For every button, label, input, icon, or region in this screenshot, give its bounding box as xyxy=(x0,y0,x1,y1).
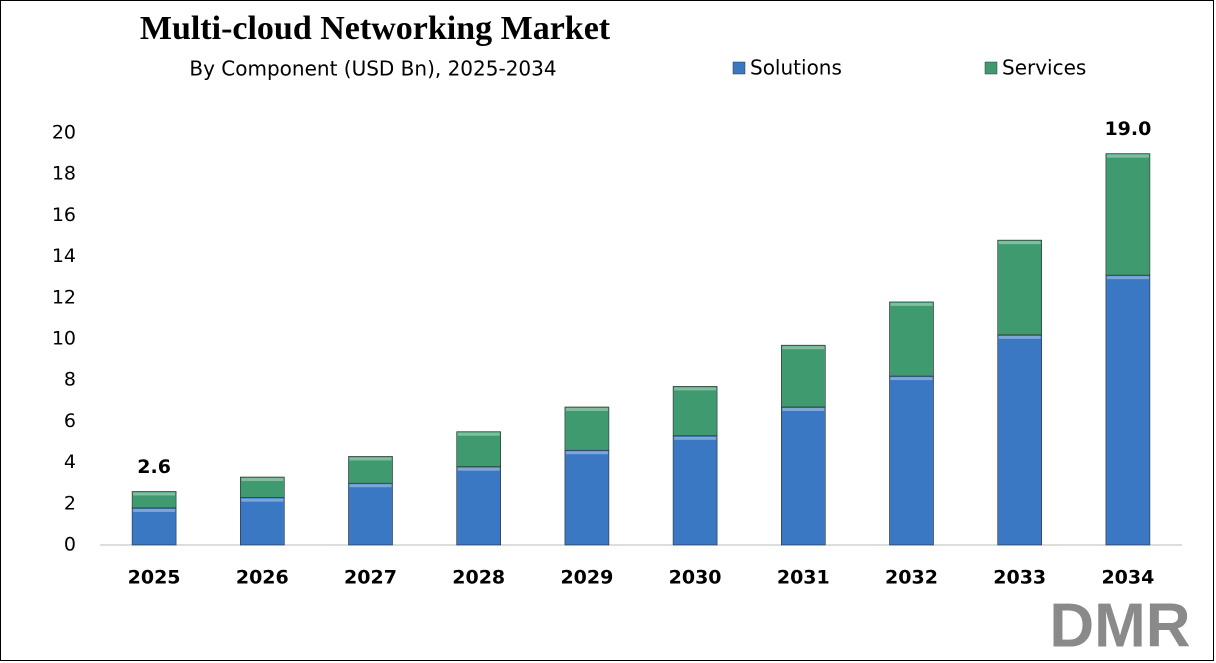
bar-segment xyxy=(672,386,718,437)
bar-segment xyxy=(780,344,826,408)
bar-highlight xyxy=(349,484,392,488)
bar-highlight xyxy=(1106,154,1149,158)
bar-highlight xyxy=(1106,276,1149,280)
bar-segment xyxy=(1105,153,1151,276)
x-tick-label: 2026 xyxy=(236,567,289,589)
legend-swatch xyxy=(732,61,746,75)
bar-highlight xyxy=(890,377,933,381)
x-tick-label: 2027 xyxy=(344,567,397,589)
y-tick-label: 4 xyxy=(64,451,76,473)
logo: DMR xyxy=(1049,591,1190,660)
x-tick-label: 2034 xyxy=(1101,567,1154,589)
bar-segment xyxy=(131,491,177,509)
bar-highlight xyxy=(241,478,284,482)
chart-subtitle: By Component (USD Bn), 2025-2034 xyxy=(189,57,556,81)
bar-segment xyxy=(131,507,177,546)
bar-segment xyxy=(997,334,1043,546)
bar-highlight xyxy=(782,346,825,350)
bar-segment xyxy=(889,375,934,546)
bar-highlight xyxy=(890,302,933,306)
y-tick-label: 20 xyxy=(52,122,76,144)
bar-highlight xyxy=(133,508,176,512)
y-tick-label: 18 xyxy=(52,163,76,185)
legend-label: Solutions xyxy=(750,56,842,80)
bar-highlight xyxy=(241,498,284,502)
y-tick-label: 0 xyxy=(64,534,76,556)
total-label: 2.6 xyxy=(137,456,171,478)
y-tick-label: 14 xyxy=(52,245,76,267)
x-tick-label: 2025 xyxy=(128,567,181,589)
y-tick-label: 6 xyxy=(64,410,76,432)
x-tick-label: 2032 xyxy=(885,567,938,589)
bar-highlight xyxy=(457,432,500,436)
bar-highlight xyxy=(998,241,1041,245)
bar-highlight xyxy=(565,451,608,455)
bar-segment xyxy=(456,431,502,468)
bar-highlight xyxy=(674,387,717,391)
bar-highlight xyxy=(457,467,500,471)
x-tick-label: 2029 xyxy=(560,567,613,589)
bar-highlight xyxy=(782,407,825,411)
x-tick-label: 2031 xyxy=(777,567,830,589)
bar-segment xyxy=(889,301,934,377)
bar-segment xyxy=(240,497,285,546)
legend-label: Services xyxy=(1002,56,1086,80)
bar-segment xyxy=(997,239,1043,336)
y-tick-label: 8 xyxy=(64,369,76,391)
x-tick-label: 2028 xyxy=(452,567,505,589)
bar-segment xyxy=(456,466,502,546)
bar-highlight xyxy=(133,492,176,496)
bar-segment xyxy=(564,406,610,451)
y-tick-label: 10 xyxy=(52,328,76,350)
bar-segment xyxy=(348,482,393,546)
bar-segment xyxy=(672,435,718,546)
bar-segment xyxy=(348,456,393,484)
total-label: 19.0 xyxy=(1104,118,1151,140)
bar-segment xyxy=(1105,274,1151,546)
bar-highlight xyxy=(998,335,1041,339)
chart-title: Multi-cloud Networking Market xyxy=(140,10,611,47)
bar-highlight xyxy=(349,457,392,461)
y-tick-label: 2 xyxy=(64,492,76,514)
bar-segment xyxy=(564,449,610,546)
x-tick-label: 2033 xyxy=(993,567,1046,589)
bar-segment xyxy=(240,476,285,498)
bar-highlight xyxy=(674,436,717,440)
bar-segment xyxy=(780,406,826,546)
bar-highlight xyxy=(565,407,608,411)
x-tick-label: 2030 xyxy=(669,567,722,589)
legend-swatch xyxy=(984,61,998,75)
y-tick-label: 16 xyxy=(52,204,76,226)
y-tick-label: 12 xyxy=(52,286,76,308)
